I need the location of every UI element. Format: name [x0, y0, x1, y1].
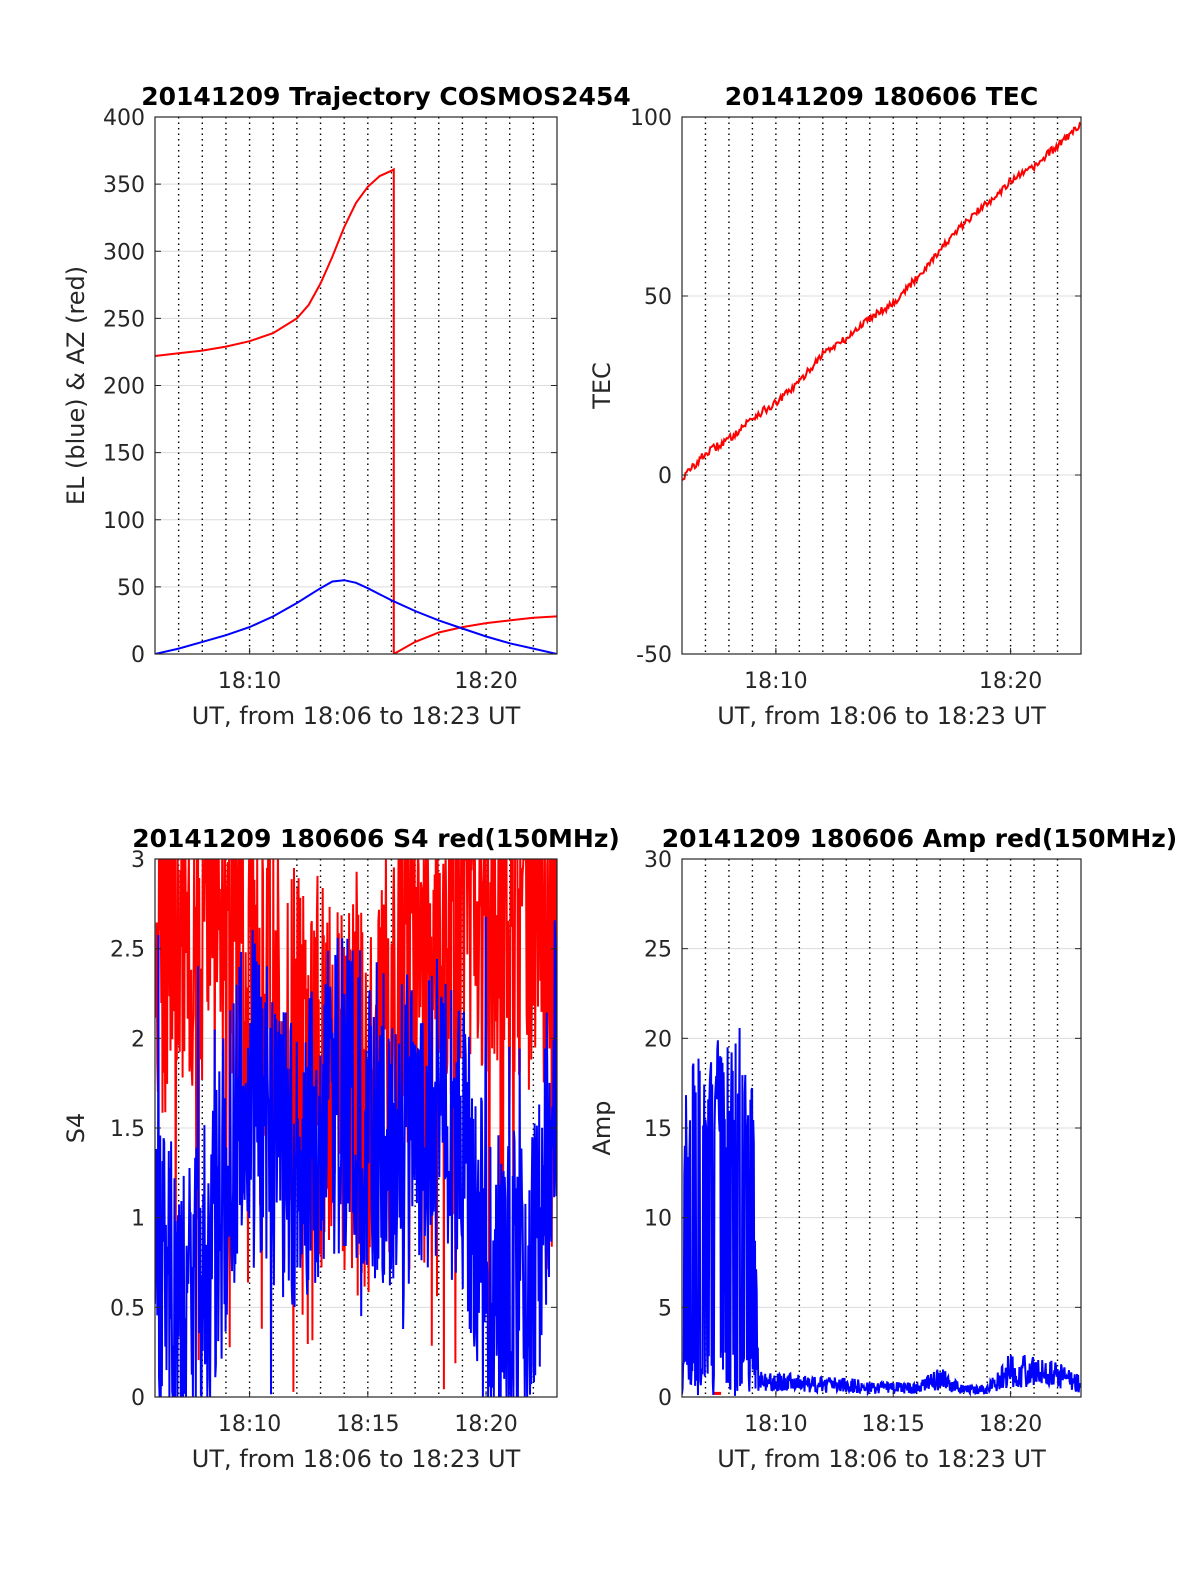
y-tick-label: 0	[131, 643, 145, 668]
x-axis-label: UT, from 18:06 to 18:23 UT	[717, 1445, 1046, 1473]
series-group	[155, 859, 557, 1397]
x-tick-label: 18:15	[336, 1412, 399, 1437]
y-tick-label: 0	[131, 1386, 145, 1411]
series-line-1	[682, 121, 1081, 482]
x-tick-label: 18:20	[979, 669, 1042, 694]
y-axis-label: EL (blue) & AZ (red)	[62, 266, 90, 505]
x-tick-label: 18:10	[744, 669, 807, 694]
y-tick-label: 150	[103, 442, 145, 467]
series-line-2	[682, 1027, 1081, 1397]
plot-area	[682, 117, 1081, 654]
chart-title: 20141209 Trajectory COSMOS2454	[141, 82, 631, 111]
series-line-1	[155, 859, 557, 1392]
chart-panel-2: -50 0 50 100 18:10 18:20 UT, from 18:06 to 18:…	[588, 82, 1082, 730]
chart-title: 20141209 180606 Amp red(150MHz)	[662, 824, 1178, 853]
y-axis-label: TEC	[588, 362, 616, 410]
y-tick-label: 30	[644, 848, 672, 873]
x-tick-label: 18:10	[744, 1412, 807, 1437]
chart-title: 20141209 180606 TEC	[725, 82, 1038, 111]
chart-panel-3: 0 0.5 1 1.5 2 2.5 3 18:10 18:15 18:20 UT, from 18:…	[62, 824, 620, 1473]
y-axis-label: S4	[62, 1113, 90, 1144]
y-tick-label: 400	[103, 106, 145, 131]
y-tick-label: 1.5	[110, 1117, 145, 1142]
x-axis-label: UT, from 18:06 to 18:23 UT	[192, 702, 521, 730]
y-tick-label: 0.5	[110, 1296, 145, 1321]
series-line-2	[155, 916, 557, 1397]
x-axis-label: UT, from 18:06 to 18:23 UT	[192, 1445, 521, 1473]
series-group	[682, 1027, 1081, 1397]
y-tick-label: 0	[658, 1386, 672, 1411]
axes-box	[681, 116, 1082, 655]
y-tick-label: 1	[131, 1207, 145, 1232]
y-tick-label: 10	[644, 1207, 672, 1232]
series-group	[155, 167, 557, 654]
y-tick-label: 2.5	[110, 938, 145, 963]
y-tick-label: 250	[103, 307, 145, 332]
y-tick-label: 15	[644, 1117, 672, 1142]
y-tick-label: 2	[131, 1027, 145, 1052]
series-group	[682, 121, 1081, 482]
y-tick-label: 25	[644, 938, 672, 963]
chart-panel-1: 0 50 100 150 200 250 300 350 400 18:10 18:20 UT, fr…	[62, 82, 631, 730]
chart-panel-4: 0 5 10 15 20 25 30 18:10 18:15 18:20 UT, from 18:0…	[588, 824, 1177, 1473]
y-tick-label: 3	[131, 848, 145, 873]
y-tick-label: -50	[636, 643, 672, 668]
chart-title: 20141209 180606 S4 red(150MHz)	[132, 824, 620, 853]
y-tick-label: 200	[103, 375, 145, 400]
x-tick-label: 18:10	[218, 1412, 281, 1437]
x-tick-label: 18:15	[862, 1412, 925, 1437]
series-line-1	[155, 167, 557, 654]
x-tick-label: 18:20	[979, 1412, 1042, 1437]
x-tick-label: 18:10	[218, 669, 281, 694]
y-tick-label: 50	[644, 285, 672, 310]
y-tick-label: 50	[117, 576, 145, 601]
y-tick-label: 5	[658, 1296, 672, 1321]
series-line-2	[155, 579, 557, 654]
y-tick-label: 100	[103, 509, 145, 534]
x-tick-label: 18:20	[454, 1412, 517, 1437]
y-tick-label: 350	[103, 173, 145, 198]
x-axis-label: UT, from 18:06 to 18:23 UT	[717, 702, 1046, 730]
y-tick-label: 0	[658, 464, 672, 489]
y-tick-label: 20	[644, 1027, 672, 1052]
y-axis-label: Amp	[588, 1100, 616, 1155]
y-tick-label: 100	[630, 106, 672, 131]
x-tick-label: 18:20	[454, 669, 517, 694]
y-tick-label: 300	[103, 240, 145, 265]
